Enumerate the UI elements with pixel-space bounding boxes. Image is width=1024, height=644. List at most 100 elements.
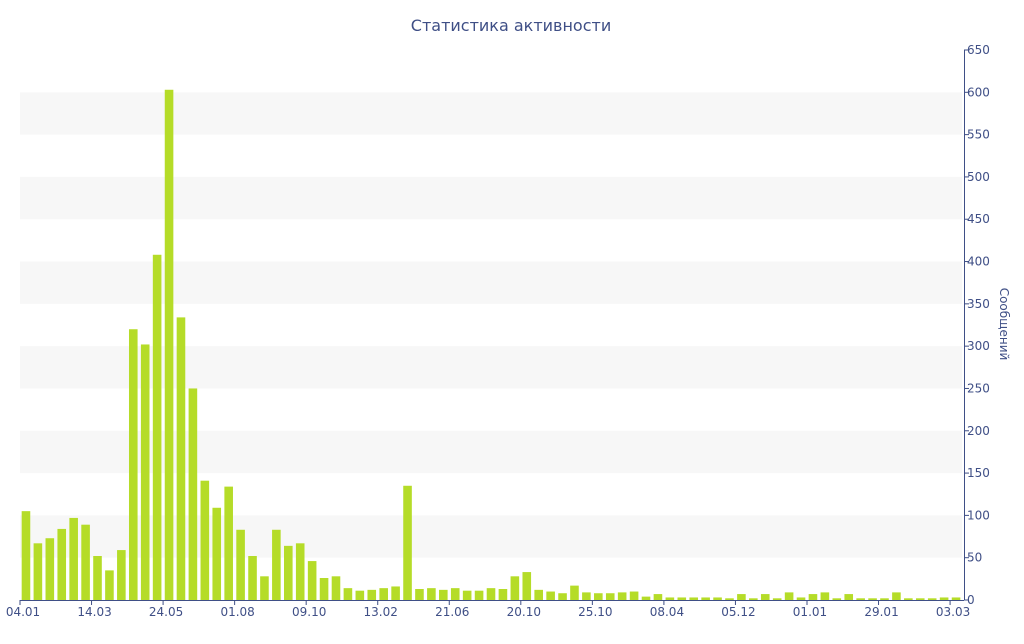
y-tick-label: 450 [967,212,990,226]
bar [522,572,532,600]
bar [224,486,233,600]
bar [69,517,78,600]
bar [164,89,174,601]
bar [904,598,913,600]
bar [498,589,508,600]
bar [760,594,770,600]
x-tick-label: 21.06 [435,605,469,619]
chart-title: Статистика активности [411,16,611,35]
x-tick-label: 01.08 [220,605,254,619]
bar [117,550,126,600]
y-tick-label: 100 [967,508,990,522]
bar [427,588,436,600]
bar [510,576,520,600]
bar [665,597,675,600]
bar [140,344,150,600]
bar [176,317,186,600]
x-tick-label: 01.01 [793,605,827,619]
bar [629,591,639,600]
x-tick-label: 03.03 [936,605,970,619]
bar [415,589,424,600]
y-tick-label: 500 [967,170,990,184]
x-tick-label: 08.04 [650,605,684,619]
bar [832,598,842,600]
y-axis: 0 50 100 150 200 250 300 350 400 450 500 550 600 650 [964,43,990,607]
bar [200,480,210,600]
bar [868,598,877,600]
bar [439,589,448,600]
bar [546,591,555,600]
x-tick-label: 20.10 [507,605,541,619]
y-tick-label: 50 [967,551,982,565]
grid-band [20,92,962,135]
bar [188,388,198,600]
bar [939,597,949,600]
bar [653,594,663,600]
bar [844,594,854,600]
bar [105,570,114,600]
bar [152,254,162,600]
y-tick-label: 550 [967,128,990,142]
bar [33,543,43,600]
bar [45,538,55,600]
bar [462,590,472,600]
x-tick-label: 29.01 [864,605,898,619]
bar [379,588,388,600]
bar [570,585,579,600]
bar [260,576,269,600]
bar [284,545,293,600]
bar [558,593,567,600]
x-tick-label: 13.02 [364,605,398,619]
bar [927,598,937,600]
bar [605,593,615,600]
x-tick-label: 25.10 [578,605,612,619]
bar [641,596,651,600]
bar-series [21,89,961,601]
bar [713,597,722,600]
bar [808,594,818,600]
bar [594,593,603,600]
bar [689,597,699,600]
x-tick-label: 05.12 [721,605,755,619]
bar [272,529,281,600]
bar [915,598,925,600]
bar [737,594,746,600]
y-tick-label: 350 [967,297,990,311]
y-axis-label: Сообщений [997,288,1011,361]
x-tick-label: 04.01 [6,605,40,619]
bar [474,590,484,600]
bar [403,485,412,600]
bar [784,592,794,600]
bar [295,543,305,600]
bar [749,598,758,600]
bar [212,507,222,600]
bar [391,586,400,600]
x-tick-label: 24.05 [149,605,183,619]
bar [81,524,90,600]
bar [772,598,782,600]
bar [582,592,591,600]
y-tick-label: 400 [967,255,990,269]
bar [355,590,365,600]
bar [319,578,329,600]
bar [892,592,901,600]
y-tick-label: 0 [967,593,975,607]
bar [331,576,341,600]
bar [951,597,961,600]
bar [725,598,734,600]
bar [486,588,496,600]
grid-band [20,176,962,220]
bar [307,561,317,600]
y-tick-label: 150 [967,466,990,480]
bar [21,511,31,600]
bar [820,592,830,600]
x-tick-label: 14.03 [77,605,111,619]
bar [248,556,257,600]
bar [534,589,543,600]
bar [93,556,102,600]
bar [450,588,460,600]
bar [796,597,806,600]
bar [57,528,67,600]
